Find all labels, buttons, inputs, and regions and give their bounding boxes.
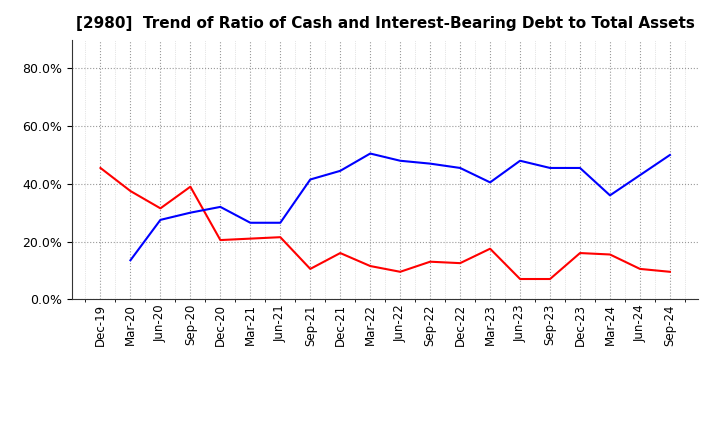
Interest-Bearing Debt bbox=[456, 165, 464, 171]
Cash bbox=[276, 235, 284, 240]
Cash bbox=[306, 266, 315, 271]
Interest-Bearing Debt bbox=[126, 258, 135, 263]
Cash bbox=[576, 250, 585, 256]
Title: [2980]  Trend of Ratio of Cash and Interest-Bearing Debt to Total Assets: [2980] Trend of Ratio of Cash and Intere… bbox=[76, 16, 695, 32]
Interest-Bearing Debt bbox=[396, 158, 405, 163]
Cash bbox=[336, 250, 345, 256]
Interest-Bearing Debt bbox=[576, 165, 585, 171]
Interest-Bearing Debt bbox=[156, 217, 165, 223]
Interest-Bearing Debt bbox=[606, 193, 614, 198]
Interest-Bearing Debt bbox=[366, 151, 374, 156]
Cash bbox=[665, 269, 674, 275]
Interest-Bearing Debt bbox=[546, 165, 554, 171]
Cash bbox=[96, 165, 105, 171]
Line: Interest-Bearing Debt: Interest-Bearing Debt bbox=[130, 154, 670, 260]
Interest-Bearing Debt bbox=[306, 177, 315, 182]
Cash bbox=[216, 238, 225, 243]
Interest-Bearing Debt bbox=[486, 180, 495, 185]
Cash bbox=[156, 205, 165, 211]
Cash bbox=[186, 184, 194, 189]
Line: Cash: Cash bbox=[101, 168, 670, 279]
Cash bbox=[606, 252, 614, 257]
Cash bbox=[366, 264, 374, 269]
Cash bbox=[486, 246, 495, 251]
Cash bbox=[426, 259, 434, 264]
Cash bbox=[246, 236, 255, 241]
Interest-Bearing Debt bbox=[336, 168, 345, 173]
Cash bbox=[546, 276, 554, 282]
Cash bbox=[396, 269, 405, 275]
Cash bbox=[636, 266, 644, 271]
Interest-Bearing Debt bbox=[246, 220, 255, 225]
Interest-Bearing Debt bbox=[426, 161, 434, 166]
Interest-Bearing Debt bbox=[636, 172, 644, 178]
Cash bbox=[126, 188, 135, 194]
Cash bbox=[456, 260, 464, 266]
Interest-Bearing Debt bbox=[276, 220, 284, 225]
Interest-Bearing Debt bbox=[216, 204, 225, 209]
Interest-Bearing Debt bbox=[665, 152, 674, 158]
Cash bbox=[516, 276, 524, 282]
Interest-Bearing Debt bbox=[186, 210, 194, 215]
Interest-Bearing Debt bbox=[516, 158, 524, 163]
